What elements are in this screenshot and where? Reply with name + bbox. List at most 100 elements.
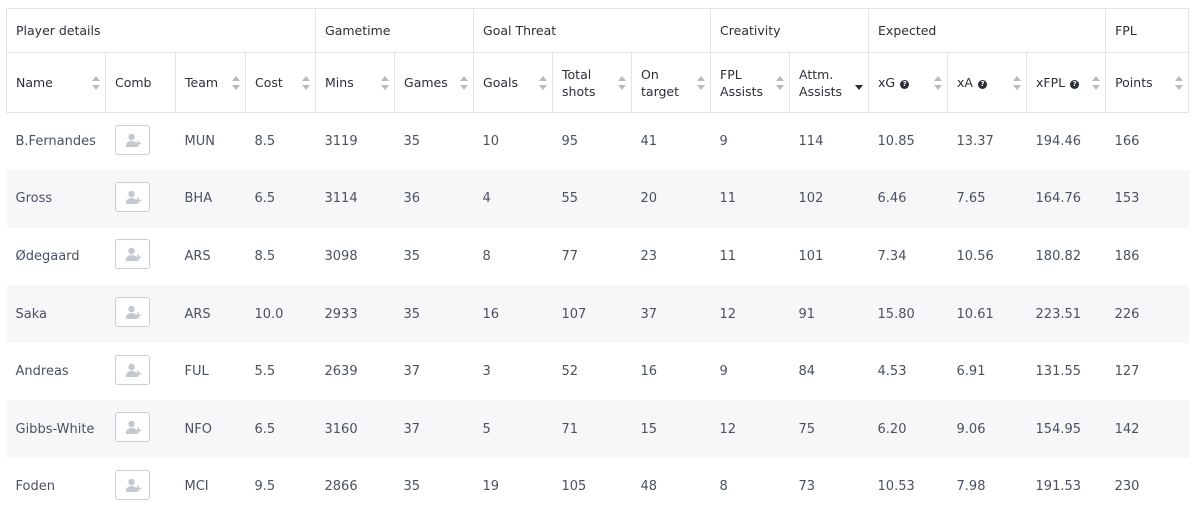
column-header-label: FPL Assists — [720, 66, 764, 99]
cell-cost: 8.5 — [254, 134, 276, 150]
sort-arrows-icon[interactable] — [776, 75, 785, 90]
cell-on-target: 15 — [631, 400, 711, 459]
question-circle-icon[interactable]: ? — [1070, 80, 1080, 89]
cell-xa: 6.91 — [956, 364, 986, 380]
column-header-label: xA — [957, 75, 973, 90]
comb-cell — [105, 170, 176, 228]
add-to-comb-button[interactable] — [114, 239, 150, 270]
cell-shots: 77 — [561, 248, 579, 264]
add-user-icon — [125, 190, 141, 204]
add-user-icon — [125, 363, 141, 377]
group-header-row: Player details Gametime Goal Threat Creativ… — [5, 8, 1190, 53]
sort-arrows-icon[interactable] — [1013, 75, 1022, 90]
column-header-total-shots[interactable]: Total shots — [552, 52, 633, 113]
group-header-expected: Expected — [868, 8, 1107, 53]
sort-arrows-icon[interactable] — [302, 75, 311, 90]
group-header-goal-threat: Goal Threat — [473, 8, 712, 53]
comb-cell — [106, 113, 176, 171]
add-to-comb-button[interactable] — [114, 469, 150, 500]
column-header-cost[interactable]: Cost — [244, 52, 317, 113]
cell-on-target: 48 — [640, 479, 658, 495]
table-row: B.Fernandes MUN 8.5 3119 35 10 95 41 9 114 10.85 13… — [7, 113, 1189, 171]
sort-arrows-icon[interactable] — [934, 75, 943, 90]
question-circle-icon[interactable]: ? — [900, 80, 910, 89]
sort-arrows-icon[interactable] — [92, 75, 100, 90]
cell-shots: 107 — [552, 285, 632, 343]
column-header-label: Comb — [115, 75, 152, 90]
cell-team: FUL — [184, 364, 209, 380]
table-row: Gibbs-White NFO 6.5 3160 37 5 71 15 12 75 6.20 9.06… — [6, 400, 1189, 459]
cell-xfpl: 191.53 — [1035, 479, 1082, 495]
column-header-label: Name — [16, 75, 53, 90]
cell-mins: 3114 — [315, 170, 395, 228]
column-header-attm-assists[interactable]: Attm. Assists — [789, 52, 870, 113]
cell-on-target: 37 — [631, 285, 711, 343]
cell-shots: 95 — [561, 134, 579, 150]
cell-xa: 7.98 — [956, 479, 986, 495]
sort-arrows-icon[interactable] — [1175, 75, 1184, 90]
cell-mins: 3119 — [324, 134, 358, 150]
column-header-goals[interactable]: Goals — [473, 52, 554, 113]
cell-games: 35 — [403, 248, 421, 264]
cell-team: ARS — [175, 285, 246, 343]
sort-arrows-icon[interactable] — [697, 75, 706, 90]
sort-arrows-icon[interactable] — [618, 75, 627, 90]
column-header-name[interactable]: Name — [6, 52, 106, 113]
cell-cost: 10.0 — [245, 285, 316, 343]
cell-attm-assists: 102 — [789, 170, 869, 228]
cell-team: NFO — [175, 400, 246, 459]
cell-mins: 2933 — [315, 285, 395, 343]
column-header-xa[interactable]: xA? — [947, 52, 1028, 113]
cell-shots: 55 — [552, 170, 632, 228]
cell-xg: 10.53 — [877, 479, 915, 495]
column-header-xfpl[interactable]: xFPL? — [1026, 52, 1107, 113]
cell-goals: 16 — [473, 285, 553, 343]
cell-goals: 10 — [482, 134, 500, 150]
cell-name: Saka — [6, 285, 106, 343]
sort-arrows-icon[interactable] — [539, 75, 548, 90]
cell-attm-assists: 73 — [798, 479, 816, 495]
cell-points: 142 — [1105, 400, 1189, 459]
column-header-mins[interactable]: Mins — [315, 52, 396, 113]
column-header-comb: Comb — [105, 52, 176, 113]
sort-arrows-icon[interactable] — [381, 75, 390, 90]
cell-shots: 105 — [561, 479, 587, 495]
column-header-xg[interactable]: xG? — [868, 52, 949, 113]
cell-goals: 19 — [482, 479, 500, 495]
column-header-on-target[interactable]: On target — [631, 52, 712, 113]
cell-goals: 5 — [473, 400, 553, 459]
add-to-comb-button[interactable] — [114, 354, 150, 385]
add-to-comb-button[interactable] — [114, 181, 150, 212]
table-row: Foden MCI 9.5 2866 35 19 105 48 8 73 10.53 7.98 191.… — [7, 458, 1189, 516]
question-circle-icon[interactable]: ? — [977, 80, 987, 89]
add-user-icon — [125, 133, 141, 147]
cell-mins: 2639 — [324, 364, 358, 380]
cell-xa: 10.61 — [947, 285, 1027, 343]
cell-team: ARS — [184, 248, 211, 264]
cell-xfpl: 154.95 — [1026, 400, 1106, 459]
column-header-games[interactable]: Games — [394, 52, 475, 113]
sort-arrows-icon[interactable] — [1092, 75, 1101, 90]
table-row: Gross BHA 6.5 3114 36 4 55 20 11 102 6.46 7.65 164.7… — [6, 170, 1189, 228]
cell-team: MCI — [184, 479, 209, 495]
cell-xa: 9.06 — [947, 400, 1027, 459]
sort-descending-icon[interactable] — [855, 76, 864, 90]
column-header-team[interactable]: Team — [175, 52, 246, 113]
cell-points: 127 — [1114, 364, 1140, 380]
sort-arrows-icon[interactable] — [232, 75, 240, 90]
column-header-fpl-assists[interactable]: FPL Assists — [710, 52, 791, 113]
add-to-comb-button[interactable] — [114, 412, 150, 443]
column-header-points[interactable]: Points — [1105, 52, 1190, 113]
add-to-comb-button[interactable] — [114, 124, 150, 155]
sort-arrows-icon[interactable] — [460, 75, 469, 90]
group-header-player-details: Player details — [5, 8, 317, 53]
column-header-label: Goals — [483, 75, 518, 90]
cell-on-target: 23 — [640, 248, 658, 264]
cell-attm-assists: 114 — [798, 134, 824, 150]
table-row: Andreas FUL 5.5 2639 37 3 52 16 9 84 4.53 6.91 131.5… — [7, 343, 1189, 401]
cell-xfpl: 194.46 — [1035, 134, 1082, 150]
group-header-creativity: Creativity — [710, 8, 870, 53]
cell-xa: 13.37 — [956, 134, 994, 150]
add-to-comb-button[interactable] — [114, 297, 150, 328]
cell-points: 230 — [1114, 479, 1140, 495]
